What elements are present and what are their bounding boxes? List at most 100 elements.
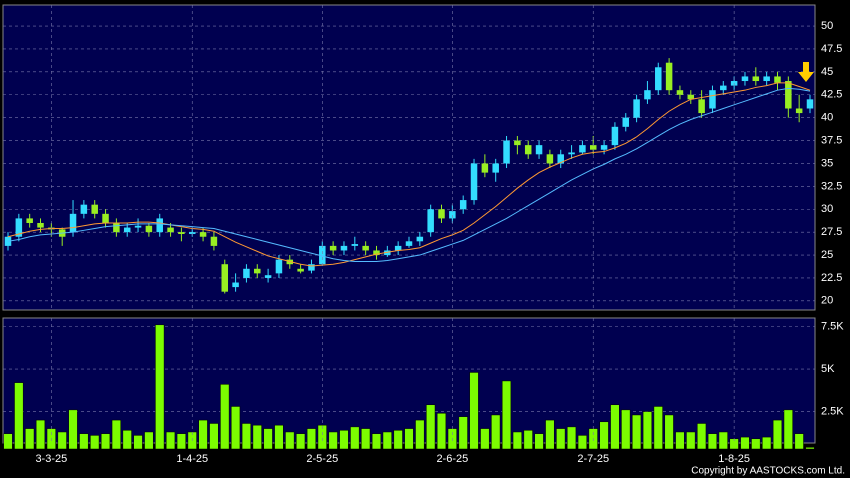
volume-bar xyxy=(220,384,230,450)
candle-body xyxy=(37,222,44,228)
candle-body xyxy=(752,76,760,82)
candle-body xyxy=(308,264,315,271)
y-tick-label: 30 xyxy=(821,203,833,215)
candle-body xyxy=(351,244,359,246)
volume-bar xyxy=(610,404,620,450)
volume-bar xyxy=(523,430,533,450)
candle-body xyxy=(102,213,109,223)
candle-body xyxy=(535,145,543,155)
candle-body xyxy=(438,209,445,219)
volume-bar xyxy=(751,438,761,450)
candle-body xyxy=(156,218,163,233)
candle-body xyxy=(145,225,153,233)
y-tick-label: 40 xyxy=(821,112,833,124)
volume-bar xyxy=(35,419,46,450)
y-tick-label: 50 xyxy=(821,20,833,32)
y-tick-label: 25 xyxy=(821,249,833,261)
candle-body xyxy=(243,268,250,278)
y-tick-label: 2.5K xyxy=(821,405,844,417)
candle-body xyxy=(319,245,326,265)
candle-body xyxy=(167,227,174,233)
candle-body xyxy=(373,250,380,256)
candle-body xyxy=(113,222,120,233)
y-tick-label: 7.5K xyxy=(821,320,844,332)
volume-bar xyxy=(57,431,67,450)
candle-body xyxy=(709,90,716,109)
candle-body xyxy=(806,99,814,109)
volume-bar xyxy=(252,424,262,450)
candle-body xyxy=(557,154,564,164)
volume-bar xyxy=(111,419,121,450)
volume-bar xyxy=(231,406,241,450)
y-tick-label: 20 xyxy=(821,295,833,307)
price-panel xyxy=(2,4,816,311)
candle-body xyxy=(178,232,185,234)
volume-bar xyxy=(566,426,577,450)
candle-body xyxy=(427,209,434,233)
volume-bar xyxy=(317,424,327,450)
candle-body xyxy=(741,76,749,82)
volume-bar xyxy=(68,409,78,450)
volume-bar xyxy=(599,421,609,450)
volume-bar xyxy=(209,423,219,450)
candle-body xyxy=(611,126,619,146)
arrow-marker xyxy=(798,62,814,82)
y-tick-label: 27.5 xyxy=(821,226,842,238)
volume-bar xyxy=(501,380,512,450)
x-tick-label: 2-7-25 xyxy=(577,453,609,465)
volume-bar xyxy=(350,426,360,450)
candle-body xyxy=(676,90,684,95)
candle-body xyxy=(416,236,424,242)
volume-bar xyxy=(675,431,685,450)
volume-bar xyxy=(480,428,490,450)
candle-body xyxy=(568,152,575,155)
candle-body xyxy=(720,85,727,91)
volume-bar xyxy=(79,433,89,450)
volume-bar xyxy=(274,424,284,450)
candle-body xyxy=(405,241,413,246)
volume-bar xyxy=(144,431,154,450)
volume-bar xyxy=(794,433,804,450)
volume-bar xyxy=(707,433,718,450)
volume-bar xyxy=(404,428,414,450)
y-tick-label: 5K xyxy=(821,363,835,375)
candle-body xyxy=(232,282,239,288)
candle-body xyxy=(470,163,478,201)
volume-bar xyxy=(155,324,165,450)
candle-body xyxy=(763,76,770,82)
candle-body xyxy=(264,275,272,278)
volume-bar xyxy=(491,414,501,450)
candle-body xyxy=(199,232,207,237)
y-tick-label: 42.5 xyxy=(821,89,842,101)
candle-body xyxy=(123,227,131,233)
volume-bar xyxy=(436,413,447,450)
y-tick-label: 32.5 xyxy=(821,180,842,192)
candle-body xyxy=(449,211,456,219)
volume-bar xyxy=(783,409,793,450)
volume-bar xyxy=(296,433,306,450)
candle-body xyxy=(394,245,402,251)
x-tick-label: 3-3-25 xyxy=(35,453,67,465)
x-tick-label: 1-4-25 xyxy=(176,453,208,465)
candle-body xyxy=(329,245,337,251)
moving-average-line xyxy=(7,82,811,267)
y-tick-label: 37.5 xyxy=(821,134,842,146)
candle-body xyxy=(644,90,651,100)
volume-bar xyxy=(697,423,707,450)
candle-body xyxy=(546,154,554,164)
volume-bar xyxy=(469,372,479,450)
volume-bar xyxy=(740,436,750,450)
candle-body xyxy=(297,268,304,272)
volume-bar xyxy=(393,430,403,450)
volume-bar xyxy=(339,430,349,450)
candle-body xyxy=(210,236,218,246)
candle-body xyxy=(655,67,662,91)
volume-bar xyxy=(382,431,392,450)
candle-body xyxy=(254,268,261,274)
candle-body xyxy=(340,245,348,251)
y-tick-label: 45 xyxy=(821,66,833,78)
volume-bar xyxy=(198,419,208,450)
y-tick-label: 47.5 xyxy=(821,43,842,55)
volume-bar xyxy=(25,428,35,450)
candle-body xyxy=(622,117,630,127)
